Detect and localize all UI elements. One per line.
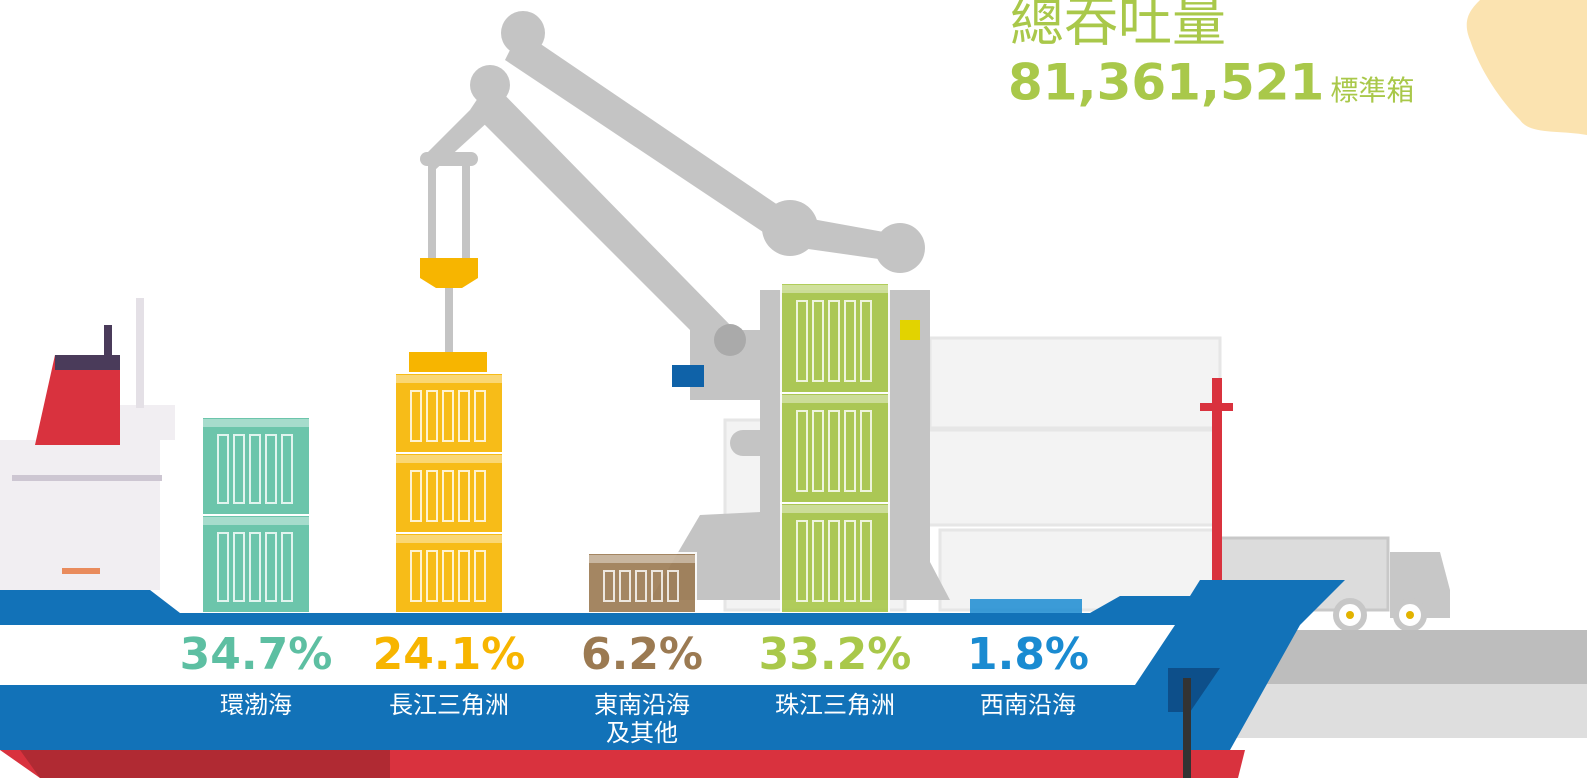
share: 33.2% [759, 629, 912, 680]
share: 1.8% [967, 629, 1089, 680]
container [781, 503, 889, 613]
container-rail [588, 555, 696, 563]
sun [1467, 0, 1587, 135]
mast [1200, 403, 1233, 411]
share: 34.7% [180, 629, 333, 680]
cab-window [672, 365, 704, 387]
container-rail [395, 375, 503, 383]
container-rail [781, 505, 889, 513]
infographic: 總吞吐量 81,361,521 標準箱 34.7% 環渤海 24.1% 長江三角洲 6.… [0, 0, 1587, 778]
anchor-chain [1183, 678, 1191, 778]
container [781, 283, 889, 393]
hull-bottom [20, 750, 390, 778]
container [395, 533, 503, 613]
region-name: 西南沿海 [980, 691, 1076, 719]
road [1220, 684, 1587, 738]
share: 24.1% [373, 629, 526, 680]
container [781, 393, 889, 503]
bridge [0, 298, 175, 590]
region-name: 及其他 [606, 719, 678, 747]
container-top [409, 352, 487, 372]
region-name: 東南沿海 [594, 691, 690, 719]
container [395, 373, 503, 453]
container-rail [781, 395, 889, 403]
container-rail [395, 455, 503, 463]
container [970, 599, 1082, 613]
container [588, 553, 696, 613]
hook [420, 258, 478, 288]
region-name: 環渤海 [220, 691, 292, 719]
container-rail [202, 517, 310, 525]
container-rail [781, 285, 889, 293]
container-rail [395, 535, 503, 543]
region-name: 珠江三角洲 [775, 691, 895, 719]
region-name: 長江三角洲 [389, 691, 509, 719]
container-rail [202, 419, 310, 427]
title: 總吞吐量 [1010, 0, 1226, 54]
unit: 標準箱 [1330, 74, 1414, 107]
container [202, 417, 310, 515]
container [395, 453, 503, 533]
light [900, 320, 920, 340]
total: 81,361,521 [1008, 54, 1324, 112]
container [202, 515, 310, 613]
share: 6.2% [581, 629, 703, 680]
